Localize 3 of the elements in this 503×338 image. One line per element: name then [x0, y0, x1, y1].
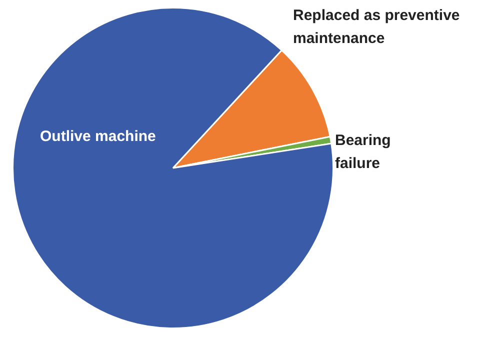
slice-label: Outlive machine — [40, 128, 156, 146]
slice-label: Bearing failure — [335, 132, 391, 172]
slice-label: Replaced as preventive maintenance — [293, 7, 460, 48]
